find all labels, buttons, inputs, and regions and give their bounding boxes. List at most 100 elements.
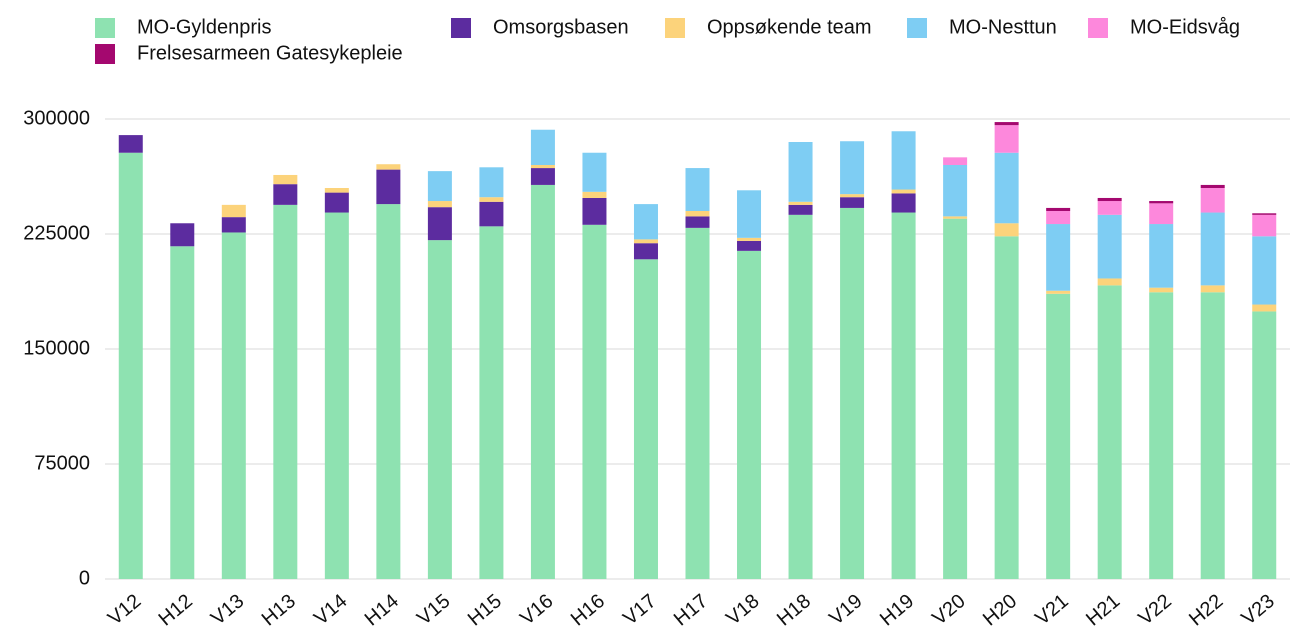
bar-segment — [943, 218, 968, 579]
x-tick-label: H21 — [1082, 590, 1124, 630]
x-tick: H20 — [979, 590, 1021, 630]
x-tick-label: H18 — [773, 590, 815, 630]
legend-label: Oppsøkende team — [707, 16, 872, 38]
bar-segment — [737, 240, 762, 251]
x-tick: H13 — [258, 590, 300, 630]
bar-segment — [221, 217, 246, 233]
bar-segment — [582, 224, 607, 580]
y-tick-label: 0 — [79, 567, 90, 589]
x-tick-label: V23 — [1237, 590, 1278, 630]
x-tick-label: H14 — [361, 590, 403, 630]
bar-segment — [530, 129, 555, 165]
bar-segment — [1200, 184, 1225, 188]
x-tick-label: H12 — [155, 590, 197, 630]
x-tick: V20 — [928, 590, 969, 630]
bar-segment — [1252, 311, 1277, 579]
bar-segment — [633, 204, 658, 240]
bar-segment — [530, 184, 555, 579]
x-tick: H17 — [670, 590, 712, 630]
bar-segment — [943, 165, 968, 217]
x-tick-label: H19 — [876, 590, 918, 630]
x-tick: V16 — [516, 590, 557, 630]
bar-segment — [530, 165, 555, 169]
x-tick-label: H22 — [1185, 590, 1227, 630]
bar-segment — [221, 232, 246, 579]
bar-segment — [479, 167, 504, 198]
bar-segment — [737, 237, 762, 241]
bar-segment — [633, 259, 658, 579]
bar-segment — [685, 227, 710, 579]
bar-segment — [170, 246, 195, 579]
bar-segment — [1252, 304, 1277, 312]
x-tick-label: V22 — [1134, 590, 1175, 630]
bar-segment — [324, 188, 349, 193]
bar-segment — [1200, 285, 1225, 293]
bar-segment — [1097, 197, 1122, 202]
x-tick-label: V21 — [1031, 590, 1072, 630]
y-tick-label: 300000 — [23, 107, 90, 129]
bar-segment — [1200, 188, 1225, 213]
bar-segment — [1149, 224, 1174, 288]
x-tick: V23 — [1237, 590, 1278, 630]
x-tick-label: V18 — [722, 590, 763, 630]
bar-segment — [530, 168, 555, 185]
bar-segment — [1149, 287, 1174, 293]
bar-segment — [376, 164, 401, 170]
bar-segment — [994, 223, 1019, 237]
bar-segment — [737, 250, 762, 579]
x-tick: H19 — [876, 590, 918, 630]
legend-swatch — [1088, 18, 1108, 38]
x-tick: V19 — [825, 590, 866, 630]
bar-segment — [840, 207, 865, 579]
x-tick: V13 — [207, 590, 248, 630]
bar-segment — [788, 201, 813, 205]
bar-segment — [324, 192, 349, 213]
x-tick: V15 — [413, 590, 454, 630]
x-tick-label: H17 — [670, 590, 712, 630]
x-tick-label: V17 — [619, 590, 660, 630]
legend-label: MO-Gyldenpris — [137, 16, 271, 38]
legend-swatch — [95, 44, 115, 64]
bar-segment — [633, 239, 658, 244]
bar-segment — [427, 171, 452, 202]
x-tick-label: V14 — [310, 590, 351, 630]
bar-segment — [1046, 290, 1071, 294]
bar-segment — [273, 174, 298, 185]
x-tick: V21 — [1031, 590, 1072, 630]
bar-segment — [1097, 285, 1122, 579]
bar-segment — [1252, 236, 1277, 305]
bar-segment — [1252, 214, 1277, 237]
bar-segment — [1046, 211, 1071, 225]
bar-segment — [840, 197, 865, 208]
bar-segment — [788, 214, 813, 580]
x-tick-label: H13 — [258, 590, 300, 630]
bar-segment — [891, 131, 916, 190]
bar-segment — [118, 135, 143, 153]
bar-segment — [1046, 293, 1071, 579]
x-tick-label: V15 — [413, 590, 454, 630]
bar-segment — [582, 197, 607, 225]
bar-segment — [1200, 212, 1225, 286]
bar-segment — [479, 197, 504, 202]
bar-segment — [273, 184, 298, 205]
bar-segment — [1097, 201, 1122, 215]
bar-segment — [1097, 214, 1122, 279]
y-tick-label: 75000 — [34, 452, 90, 474]
bar-segment — [840, 194, 865, 198]
bar-segment — [427, 207, 452, 241]
bar-segment — [891, 212, 916, 580]
y-tick-label: 150000 — [23, 337, 90, 359]
bar-segment — [994, 152, 1019, 224]
legend-label: Frelsesarmeen Gatesykepleie — [137, 42, 403, 64]
bar-segment — [1200, 292, 1225, 579]
y-tick-label: 225000 — [23, 222, 90, 244]
bar-segment — [1046, 224, 1071, 291]
legend-swatch — [95, 18, 115, 38]
x-tick: V17 — [619, 590, 660, 630]
x-tick: H12 — [155, 590, 197, 630]
bar-segment — [427, 201, 452, 208]
bar-segment — [994, 125, 1019, 153]
x-tick-label: H16 — [567, 590, 609, 630]
bar-segment — [685, 168, 710, 211]
